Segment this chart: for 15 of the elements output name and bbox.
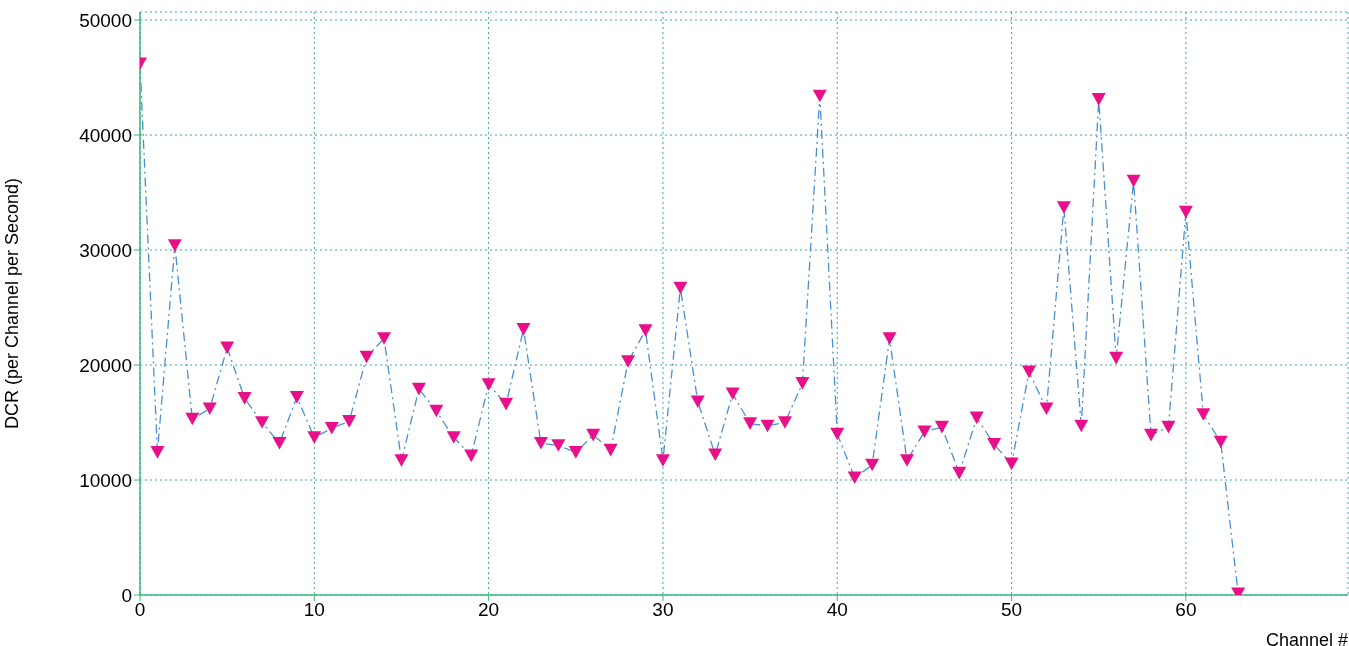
- x-tick-label: 40: [826, 599, 848, 621]
- x-tick-label: 60: [1175, 599, 1197, 621]
- x-tick-label: 20: [478, 599, 500, 621]
- y-tick-label: 40000: [79, 124, 132, 146]
- x-tick-label: 10: [303, 599, 325, 621]
- y-tick-label: 10000: [79, 469, 132, 491]
- x-tick-label: 50: [1001, 599, 1023, 621]
- y-tick-label: 0: [121, 584, 132, 606]
- x-tick-label: 0: [134, 599, 146, 621]
- y-tick-label: 50000: [79, 9, 132, 31]
- y-tick-label: 20000: [79, 354, 132, 376]
- y-axis-title: DCR (per Channel per Second): [2, 177, 23, 430]
- y-tick-label: 30000: [79, 239, 132, 261]
- x-axis-title: Channel #: [1265, 630, 1348, 646]
- x-tick-label: 30: [652, 599, 674, 621]
